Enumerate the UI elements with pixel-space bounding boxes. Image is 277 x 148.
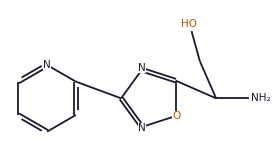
Text: N: N [138,123,146,133]
Text: HO: HO [181,19,197,29]
Text: N: N [43,60,51,70]
Text: N: N [138,63,146,73]
Text: O: O [172,111,181,121]
Text: NH₂: NH₂ [251,93,270,103]
